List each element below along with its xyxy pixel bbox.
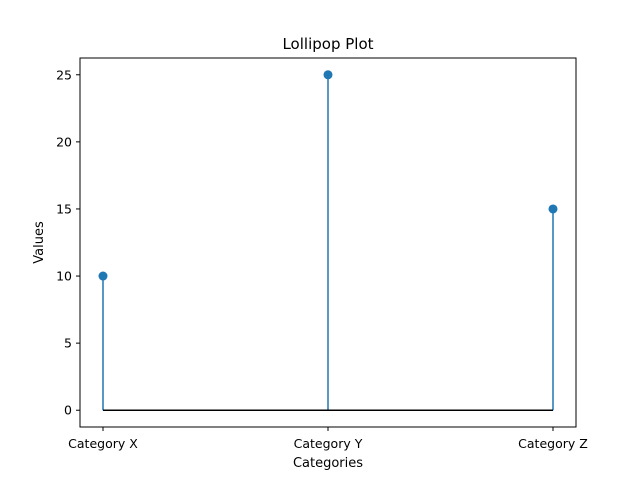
y-tick-label: 20 (56, 134, 72, 149)
lollipop-marker (98, 271, 108, 281)
y-tick-label: 25 (56, 67, 72, 82)
x-tick-label: Category Y (294, 436, 363, 451)
lollipop-marker (548, 204, 558, 214)
chart-marks (98, 70, 558, 411)
y-tick-label: 15 (56, 201, 72, 216)
x-tick-label: Category X (68, 436, 138, 451)
x-axis: Category X Category Y Category Z (68, 427, 588, 451)
x-tick-label: Category Z (518, 436, 588, 451)
x-axis-label: Categories (293, 456, 363, 471)
y-tick-label: 10 (56, 269, 72, 284)
y-axis: 0 5 10 15 20 25 (56, 67, 80, 418)
y-tick-label: 5 (64, 336, 72, 351)
y-axis-label: Values (32, 221, 47, 264)
chart-title: Lollipop Plot (282, 35, 373, 53)
lollipop-marker (323, 70, 333, 80)
y-tick-label: 0 (64, 403, 72, 418)
